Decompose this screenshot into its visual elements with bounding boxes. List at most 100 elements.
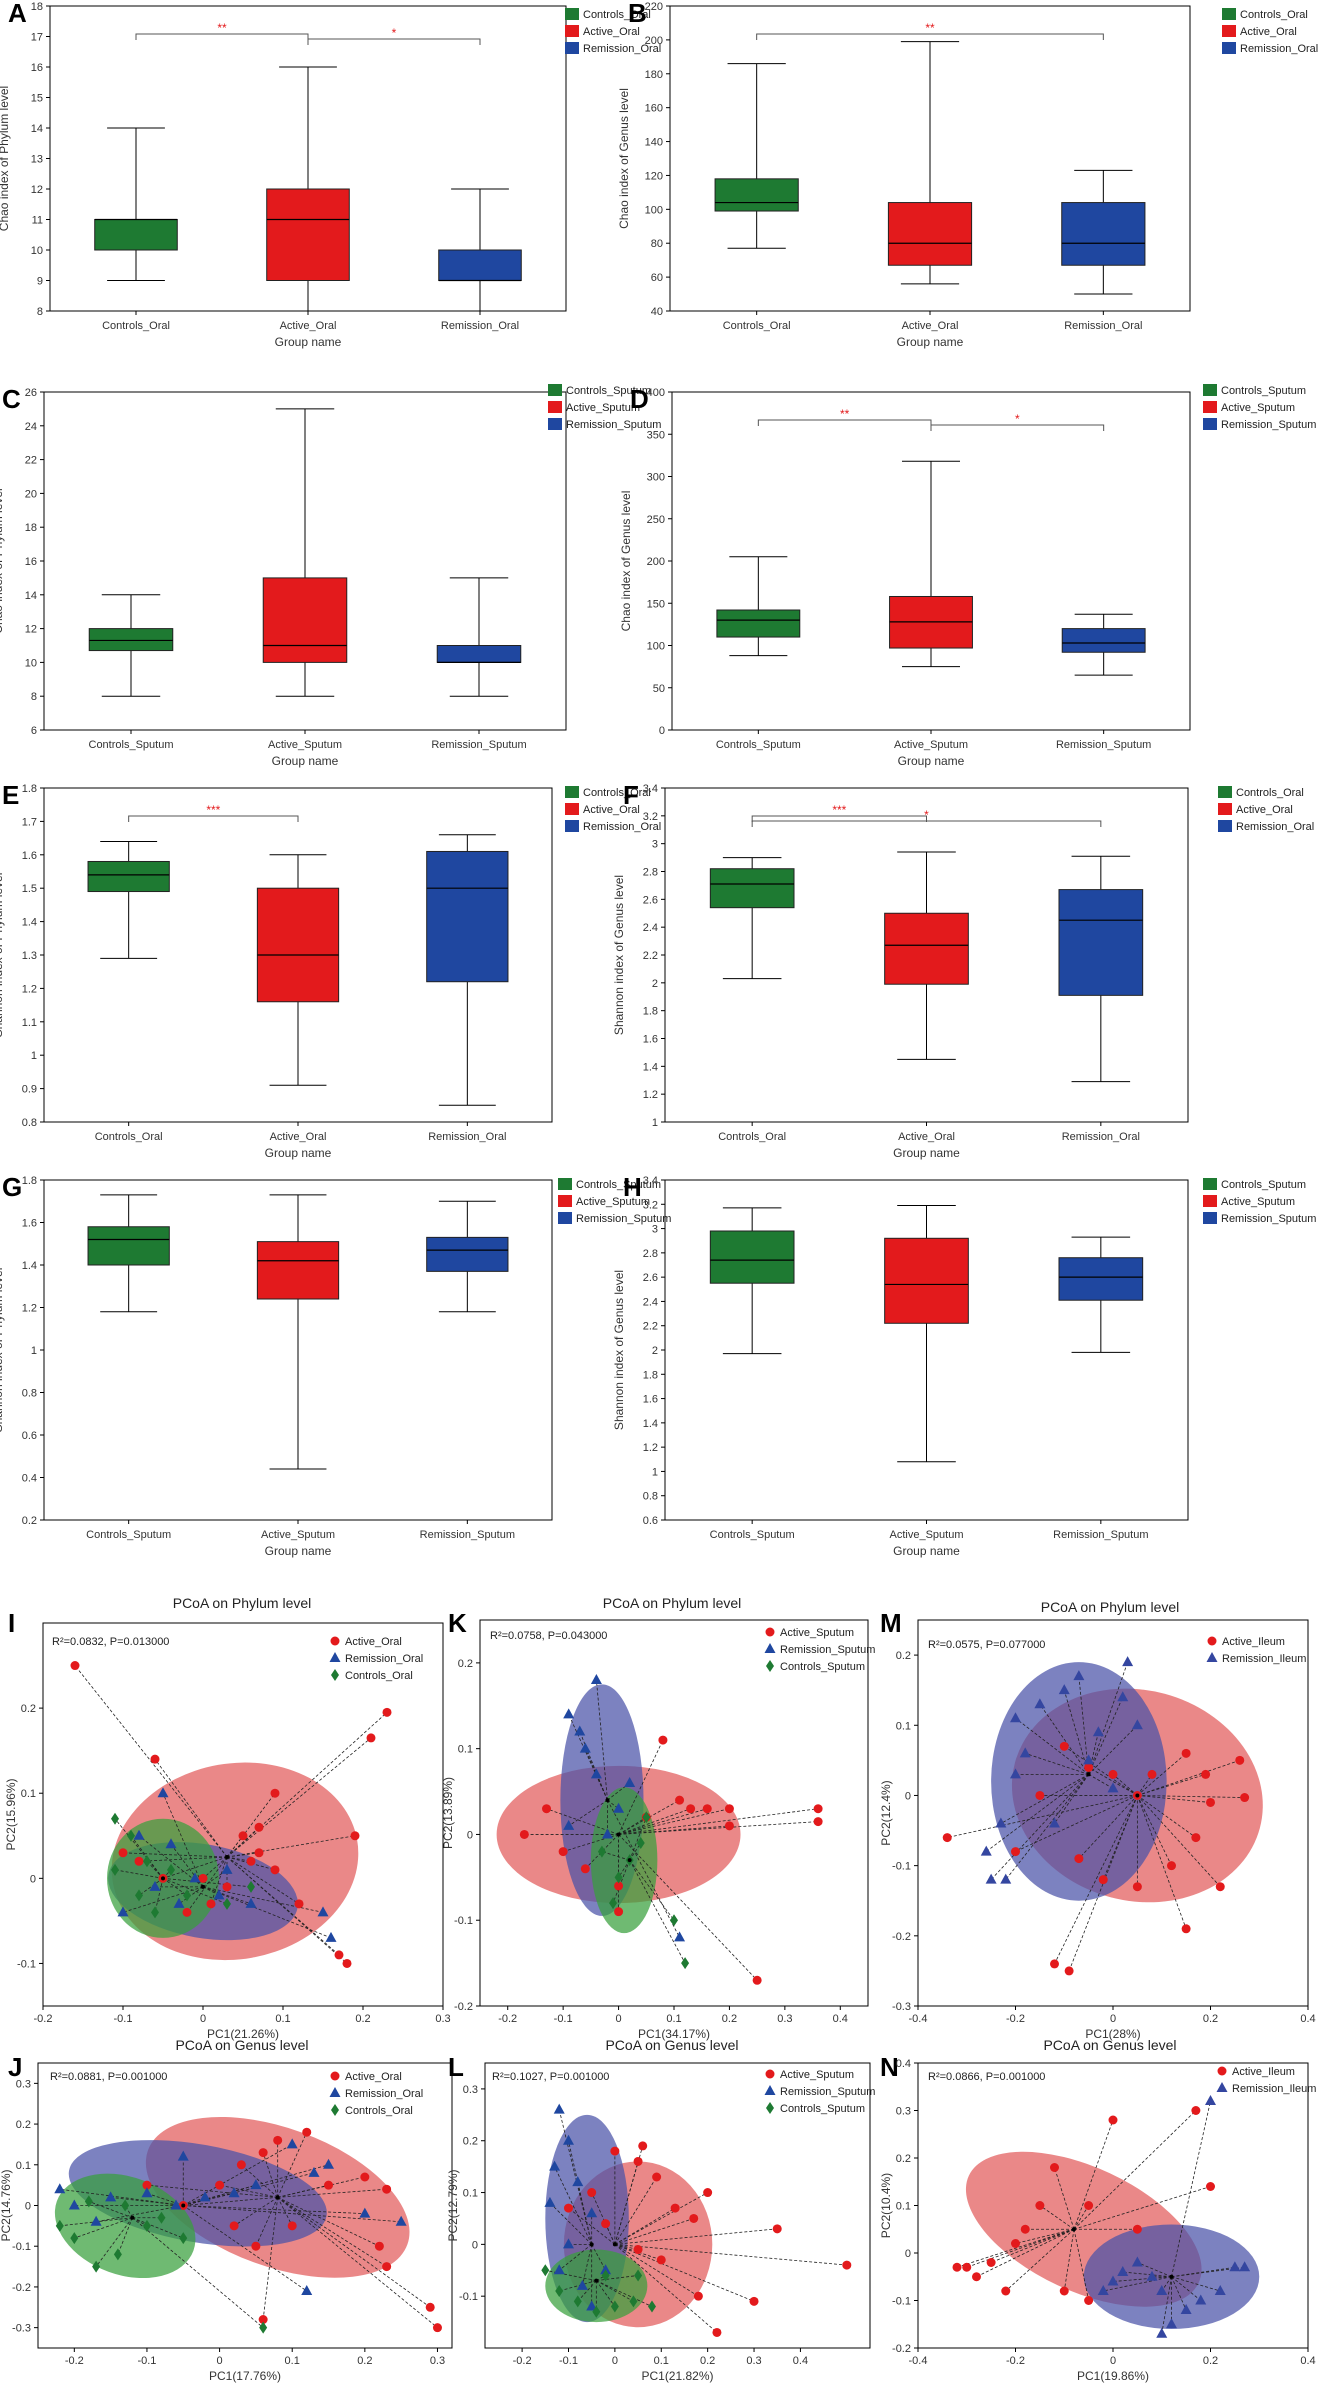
point-diamond xyxy=(113,2248,122,2261)
x-tick-label: 0 xyxy=(200,2013,206,2025)
centroid xyxy=(1169,2274,1174,2279)
point-circle xyxy=(942,1833,952,1843)
x-tick-label: 0.2 xyxy=(722,2013,737,2025)
point-circle xyxy=(1181,1924,1191,1934)
significance-bracket xyxy=(307,38,481,45)
y-tick-label: 0 xyxy=(472,2239,478,2251)
point-circle xyxy=(330,1636,340,1646)
spider-line xyxy=(154,1758,228,1858)
y-tick-label: 140 xyxy=(645,137,663,149)
panel-label: D xyxy=(630,384,649,414)
point-circle xyxy=(1206,2182,1215,2191)
y-tick-label: 200 xyxy=(645,35,663,47)
y-tick-label: 0.1 xyxy=(458,1744,473,1756)
significance-bracket xyxy=(930,424,1105,431)
y-tick-label: 1 xyxy=(652,1466,658,1478)
point-circle xyxy=(1098,1875,1108,1885)
significance-stars: * xyxy=(924,808,929,822)
point-diamond xyxy=(259,2321,268,2334)
point-circle xyxy=(1108,1769,1118,1779)
y-tick-label: 100 xyxy=(645,204,663,216)
point-triangle xyxy=(764,1643,776,1653)
legend-swatch xyxy=(1203,1212,1217,1224)
spider-line xyxy=(202,1886,324,1913)
point-diamond xyxy=(647,2300,656,2313)
spider-line xyxy=(277,2196,380,2247)
y-tick-label: 1.2 xyxy=(22,1303,37,1315)
spider-line xyxy=(1137,1795,1221,1887)
spider-line xyxy=(277,2197,387,2267)
spider-line xyxy=(1078,1795,1138,1859)
point-triangle xyxy=(549,2160,561,2171)
point-circle xyxy=(70,1661,80,1671)
spider-line xyxy=(117,2217,133,2255)
legend-swatch xyxy=(548,418,562,430)
point-diamond xyxy=(111,1863,119,1876)
y-tick-label: -0.1 xyxy=(12,2241,31,2253)
spider-line xyxy=(277,2197,431,2308)
legend-swatch xyxy=(548,384,562,396)
point-triangle xyxy=(1229,2261,1241,2272)
y-tick-label: 1.3 xyxy=(22,950,37,962)
spider-line xyxy=(629,1817,647,1861)
point-circle xyxy=(972,2272,981,2282)
point-circle xyxy=(270,1865,280,1875)
spider-line xyxy=(1171,2276,1202,2301)
spider-line xyxy=(618,1808,819,1835)
spider-line xyxy=(605,2223,616,2245)
point-diamond xyxy=(55,2219,64,2232)
y-tick-label: 0 xyxy=(467,1829,473,1841)
point-circle xyxy=(1207,1636,1217,1646)
centroid xyxy=(612,2242,617,2247)
point-diamond xyxy=(597,1845,606,1858)
legend-label: Active_Sputum xyxy=(1221,1196,1295,1208)
legend-label: Controls_Sputum xyxy=(1221,1179,1306,1191)
panel-label: L xyxy=(448,2052,464,2082)
spider-line xyxy=(226,1712,388,1858)
spider-line xyxy=(1137,1795,1245,1798)
plot-title: PCoA on Phylum level xyxy=(603,1595,742,1611)
x-tick-label: 0.4 xyxy=(1300,2355,1315,2367)
point-triangle xyxy=(985,1873,997,1884)
spider-line xyxy=(1088,1767,1138,1796)
y-tick-label: 0.3 xyxy=(16,2078,31,2090)
point-circle xyxy=(182,1907,192,1917)
y-tick-label: 2.4 xyxy=(643,1296,658,1308)
x-axis-label: Group name xyxy=(898,754,965,768)
y-tick-label: 0.4 xyxy=(896,2058,911,2070)
point-diamond xyxy=(151,1906,159,1919)
point-circle xyxy=(238,1831,248,1841)
spider-line xyxy=(629,1859,675,1921)
y-tick-label: -0.1 xyxy=(459,2291,478,2303)
x-tick-label: Active_Sputum xyxy=(261,1529,335,1541)
point-circle xyxy=(324,2180,334,2190)
y-tick-label: 1.4 xyxy=(22,1260,37,1272)
point-diamond xyxy=(84,2195,93,2208)
x-tick-label: Remission_Oral xyxy=(428,1131,506,1143)
point-circle xyxy=(215,2180,225,2190)
y-tick-label: 0 xyxy=(25,2201,31,2213)
x-tick-label: 0.1 xyxy=(275,2013,290,2025)
spider-line xyxy=(614,2207,676,2245)
spider-line xyxy=(132,2217,184,2239)
spider-line xyxy=(1161,2276,1172,2292)
point-circle xyxy=(749,2296,759,2306)
point-triangle xyxy=(563,1708,575,1719)
spider-line xyxy=(618,1834,758,1981)
point-triangle xyxy=(764,2085,776,2095)
point-circle xyxy=(1167,1861,1176,1871)
point-triangle xyxy=(1131,1719,1143,1730)
x-axis-label: Group name xyxy=(897,335,964,349)
point-circle xyxy=(765,2069,775,2079)
spider-line xyxy=(1073,2119,1114,2230)
point-circle xyxy=(1059,2286,1069,2296)
spider-line xyxy=(114,1818,164,1879)
spider-line xyxy=(226,1856,300,1905)
point-circle xyxy=(1240,1793,1250,1803)
point-triangle xyxy=(995,1817,1007,1828)
box-Controls_Sputum xyxy=(716,609,801,638)
box-Controls_Sputum xyxy=(709,1230,795,1284)
x-tick-label: 0.4 xyxy=(833,2013,848,2025)
legend-label: Controls_Sputum xyxy=(1221,385,1306,397)
point-triangle xyxy=(572,2176,584,2187)
